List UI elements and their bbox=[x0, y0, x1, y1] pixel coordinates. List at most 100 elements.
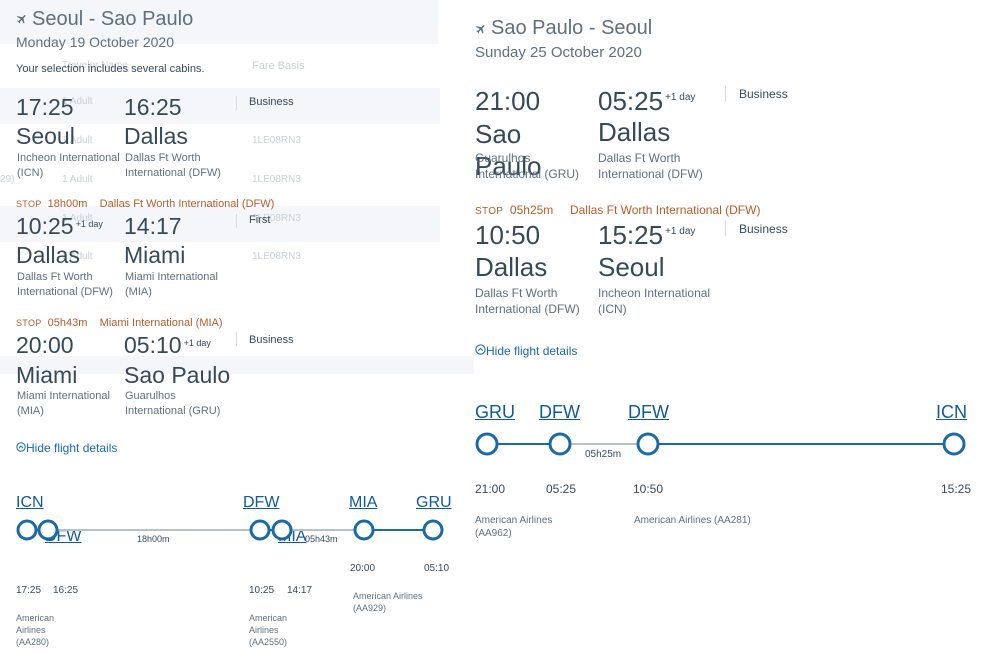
stop-label: Stop bbox=[16, 199, 42, 209]
timeline-time: 10:25 bbox=[249, 585, 275, 596]
stop-label: Stop bbox=[16, 318, 42, 328]
route-timeline bbox=[475, 432, 966, 456]
travel-date: Sunday 25 October 2020 bbox=[475, 44, 642, 61]
timeline-node bbox=[353, 519, 375, 541]
arrival-time: 14:17 bbox=[124, 213, 182, 239]
timeline-time: 17:25 bbox=[16, 585, 42, 596]
ghost-adult: 1 Adult bbox=[62, 174, 93, 185]
airport-code-link[interactable]: MIA bbox=[349, 494, 378, 511]
airplane-icon bbox=[475, 22, 487, 40]
timeline-node bbox=[37, 519, 59, 541]
layover-duration: 05h43m bbox=[305, 534, 338, 544]
timeline-time: 14:17 bbox=[287, 585, 313, 596]
timeline-node bbox=[548, 432, 572, 456]
ghost-fare-basis: 1LE08RN3 bbox=[252, 135, 301, 146]
timeline-time: 05:10 bbox=[424, 563, 450, 574]
next-day-badge: +1 day bbox=[183, 338, 211, 348]
departure-city: 21:00 Sao Paulo bbox=[475, 86, 593, 182]
route-title: Sao Paulo - Seoul bbox=[491, 17, 653, 39]
stop-info: Stop 05h43m Miami International (MIA) bbox=[16, 317, 223, 329]
airport-code-link[interactable]: ICN bbox=[936, 402, 967, 422]
airport-code-link[interactable]: GRU bbox=[475, 402, 515, 422]
stop-airport: Dallas Ft Worth International (DFW) bbox=[99, 198, 275, 210]
arrival-airport: Dallas Ft Worth International (DFW) bbox=[125, 152, 221, 179]
airport-code-link[interactable]: DFW bbox=[243, 494, 280, 511]
departure-time: 10:25 +1 day bbox=[16, 213, 103, 240]
timeline-time: 20:00 bbox=[350, 563, 376, 574]
divider bbox=[236, 214, 237, 228]
stop-airport: Miami International (MIA) bbox=[99, 317, 223, 329]
outbound-panel: Traveler Name Fare Basis 1 Adult 1 Adult… bbox=[0, 0, 474, 656]
departure-time: 21:00 bbox=[475, 86, 541, 116]
timeline-node bbox=[475, 432, 499, 456]
arrival-city: Seoul bbox=[598, 252, 665, 282]
departure-city: Dallas bbox=[16, 242, 80, 268]
cabin-class: Business bbox=[739, 222, 788, 236]
departure-time: 17:25 bbox=[16, 94, 74, 120]
arrival-city: Miami bbox=[124, 242, 186, 268]
departure-airport: Guarulhos International (GRU) bbox=[475, 151, 580, 181]
stop-airport: Dallas Ft Worth International (DFW) bbox=[569, 203, 761, 217]
layover-duration: 05h25m bbox=[585, 449, 622, 460]
route-title: Seoul - Sao Paulo bbox=[32, 8, 194, 30]
airport-code-link[interactable]: GRU bbox=[416, 494, 452, 511]
timeline-node bbox=[422, 519, 444, 541]
divider bbox=[236, 332, 237, 346]
carrier-flight: American Airlines (AA281) bbox=[634, 515, 751, 526]
circle-chevron-up-icon bbox=[475, 344, 486, 355]
airplane-icon bbox=[16, 12, 28, 30]
arrival-time: 15:25 +1 day bbox=[598, 220, 695, 251]
departure-time: 10:50 bbox=[475, 220, 541, 250]
ghost-adult: 1 Adult bbox=[62, 213, 93, 224]
airport-code-link[interactable]: DFW bbox=[628, 402, 669, 422]
cabin-class: Business bbox=[249, 334, 294, 346]
cabin-notice: Your selection includes several cabins. bbox=[16, 63, 205, 75]
return-panel: Sao Paulo - Seoul Sunday 25 October 2020… bbox=[474, 0, 1001, 656]
stop-label: Stop bbox=[475, 206, 504, 217]
stop-duration: 05h25m bbox=[509, 203, 554, 217]
timeline-time: 10:50 bbox=[633, 482, 664, 496]
timeline-node bbox=[249, 519, 271, 541]
arrival-city: Dallas bbox=[124, 123, 188, 149]
timeline-node bbox=[271, 519, 293, 541]
ghost-fare-basis: 1LE08RN3 bbox=[252, 251, 301, 262]
ghost-header-traveler: Traveler Name bbox=[62, 60, 128, 71]
departure-airport: Incheon International (ICN) bbox=[17, 152, 120, 179]
next-day-badge: +1 day bbox=[75, 219, 103, 229]
arrival-time-value: 15:25 bbox=[598, 220, 664, 250]
arrival-city: Sao Paulo bbox=[124, 362, 231, 388]
ghost-price: 29) bbox=[0, 174, 15, 185]
departure-time: 20:00 bbox=[16, 332, 74, 358]
departure-airport: Dallas Ft Worth International (DFW) bbox=[17, 271, 113, 298]
divider bbox=[725, 220, 726, 236]
hide-flight-details-link[interactable]: Hide flight details bbox=[16, 441, 117, 455]
departure-city: Seoul bbox=[16, 123, 75, 149]
carrier-flight: American Airlines (AA962) bbox=[475, 515, 553, 539]
next-day-badge: +1 day bbox=[665, 92, 696, 103]
divider bbox=[725, 86, 726, 102]
hide-flight-details-link[interactable]: Hide flight details bbox=[475, 344, 577, 358]
departure-city-value: Sao Paulo bbox=[475, 119, 542, 181]
cabin-class: Business bbox=[739, 87, 788, 101]
stop-info: Stop 05h25m Dallas Ft Worth Internationa… bbox=[475, 203, 760, 217]
airport-code-link[interactable]: ICN bbox=[16, 494, 44, 511]
cabin-class: First bbox=[249, 214, 271, 226]
departure-city: Dallas bbox=[475, 252, 548, 282]
hide-flight-details-label: Hide flight details bbox=[486, 344, 578, 358]
background-band bbox=[0, 206, 440, 242]
stop-info: Stop 18h00m Dallas Ft Worth Internationa… bbox=[16, 198, 274, 210]
ghost-fare-basis: 1LE08RN3 bbox=[252, 213, 301, 224]
background-band bbox=[0, 88, 440, 124]
arrival-time: 05:25 +1 day bbox=[598, 86, 695, 117]
cabin-class: Business bbox=[249, 96, 294, 108]
arrival-time-value: 05:10 bbox=[124, 332, 182, 358]
timeline-time: 15:25 bbox=[941, 482, 972, 496]
airport-code-link[interactable]: DFW bbox=[539, 402, 580, 422]
timeline-node bbox=[16, 519, 38, 541]
departure-time-value: 10:25 bbox=[16, 213, 74, 239]
timeline-node bbox=[636, 432, 660, 456]
carrier-flight: American Airlines (AA2550) bbox=[249, 613, 288, 647]
next-day-badge: +1 day bbox=[665, 226, 696, 237]
arrival-time: 16:25 bbox=[124, 94, 182, 120]
arrival-airport: Dallas Ft Worth International (DFW) bbox=[598, 151, 703, 181]
